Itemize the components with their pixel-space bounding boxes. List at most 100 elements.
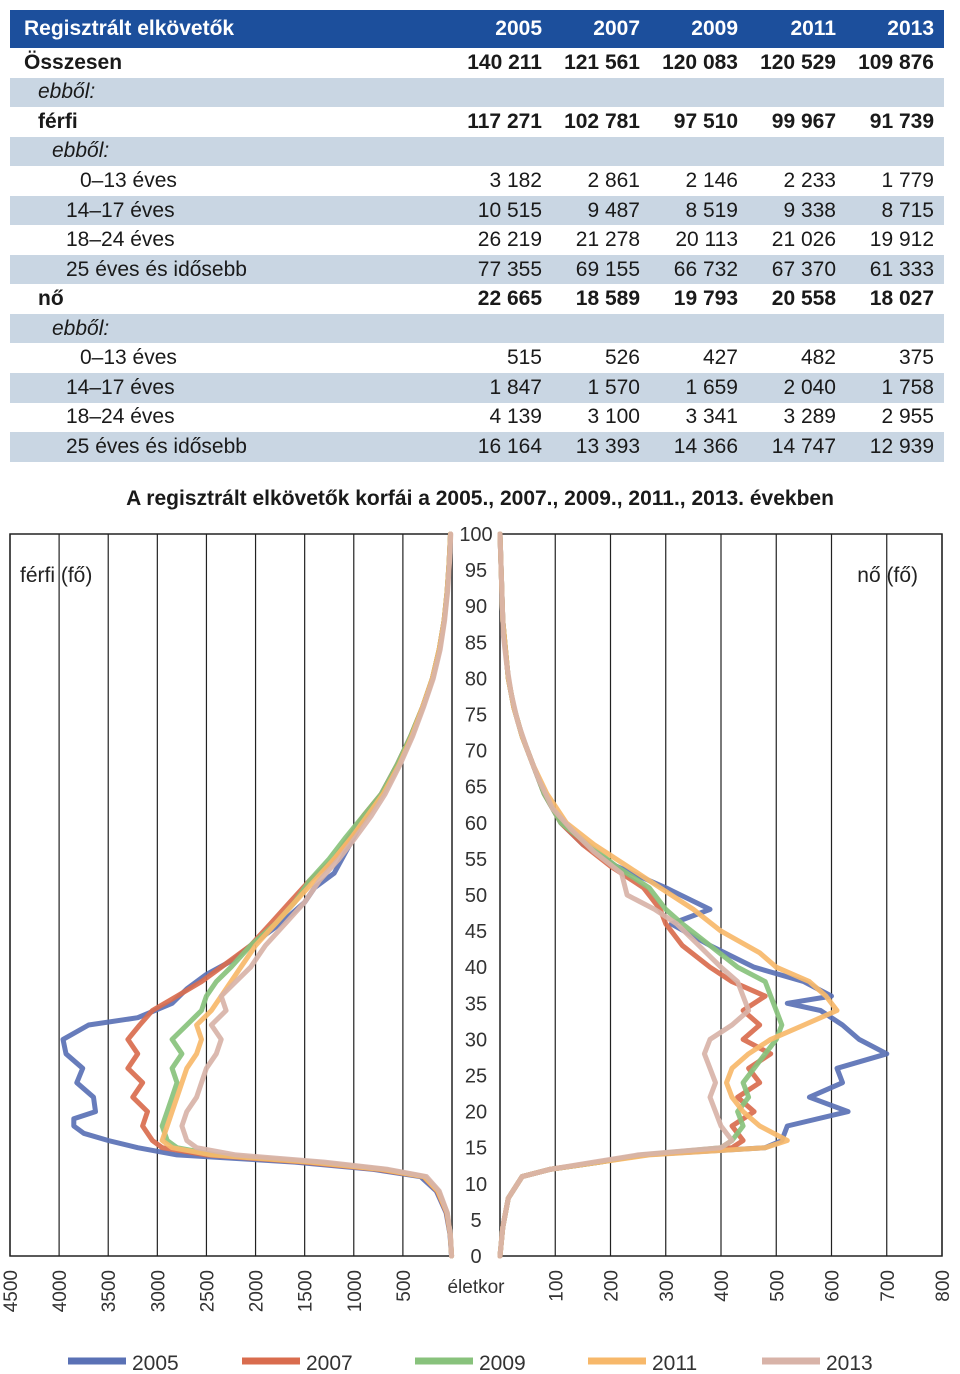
row-value	[650, 313, 748, 344]
row-value	[552, 136, 650, 167]
row-value: 12 939	[846, 432, 944, 462]
female-tick-label: 400	[712, 1270, 733, 1302]
table-row: ebből:	[10, 77, 944, 108]
row-label: Összesen	[10, 48, 454, 78]
age-tick-label: 70	[465, 741, 487, 763]
female-series-line	[497, 531, 840, 1259]
row-value: 1 570	[552, 373, 650, 403]
table-row: 14–17 éves 10 515 9 487 8 519 9 338 8 715	[10, 195, 944, 226]
row-label: 14–17 éves	[10, 195, 454, 226]
male-tick-label: 500	[394, 1270, 415, 1302]
row-value	[846, 313, 944, 344]
legend-label: 2011	[652, 1352, 697, 1374]
legend-label: 2007	[306, 1352, 353, 1374]
male-tick-label: 1000	[345, 1270, 366, 1312]
row-value: 14 366	[650, 432, 748, 462]
female-tick-label: 500	[767, 1270, 788, 1302]
male-tick-label: 2500	[197, 1270, 218, 1312]
male-tick-label: 4500	[1, 1270, 22, 1312]
age-tick-label: 40	[465, 957, 487, 979]
row-value: 4 139	[454, 402, 552, 433]
row-value: 2 861	[552, 166, 650, 196]
row-value: 120 529	[748, 48, 846, 78]
age-tick-label: 75	[465, 705, 487, 727]
row-value: 20 113	[650, 225, 748, 255]
table-row: ebből:	[10, 136, 944, 167]
age-tick-label: 65	[465, 777, 487, 799]
female-series-line	[497, 531, 752, 1259]
row-value: 20 558	[748, 284, 846, 314]
table-header-year: 2005	[454, 10, 552, 48]
row-value: 482	[748, 343, 846, 374]
male-plot-frame	[9, 533, 453, 1257]
table-row: 18–24 éves 4 139 3 100 3 341 3 289 2 955	[10, 402, 944, 433]
row-value: 67 370	[748, 254, 846, 285]
age-tick-label: 15	[465, 1138, 487, 1160]
table-header-year: 2011	[748, 10, 846, 48]
table-header-row: Regisztrált elkövetők 2005 2007 2009 201…	[10, 10, 944, 48]
age-tick-label: 0	[470, 1246, 481, 1268]
row-value: 526	[552, 343, 650, 374]
row-label: nő	[10, 284, 454, 314]
table-row: Összesen 140 211 121 561 120 083 120 529 109 …	[10, 48, 944, 78]
age-tick-label: 50	[465, 885, 487, 907]
table-row: férfi 117 271 102 781 97 510 99 967 91 739	[10, 107, 944, 137]
age-tick-label: 20	[465, 1102, 487, 1124]
female-tick-label: 100	[546, 1270, 567, 1302]
age-tick-label: 85	[465, 632, 487, 654]
row-value: 19 912	[846, 225, 944, 255]
row-value: 375	[846, 343, 944, 374]
row-label: 18–24 éves	[10, 225, 454, 255]
row-value	[454, 136, 552, 167]
table-row: nő 22 665 18 589 19 793 20 558 18 027	[10, 284, 944, 314]
row-value: 515	[454, 343, 552, 374]
row-value: 21 026	[748, 225, 846, 255]
row-label: ebből:	[10, 77, 454, 108]
row-value: 3 341	[650, 402, 748, 433]
row-value: 66 732	[650, 254, 748, 285]
row-value: 97 510	[650, 107, 748, 137]
female-tick-label: 800	[933, 1270, 954, 1302]
age-tick-label: 30	[465, 1029, 487, 1051]
row-value: 2 146	[650, 166, 748, 196]
male-series-line	[60, 531, 454, 1259]
male-series-line	[179, 531, 455, 1259]
table-row: 25 éves és idősebb 16 164 13 393 14 366 14 7…	[10, 432, 944, 462]
row-value: 18 027	[846, 284, 944, 314]
row-value	[650, 136, 748, 167]
row-value: 16 164	[454, 432, 552, 462]
age-tick-label: 60	[465, 813, 487, 835]
chart-title: A regisztrált elkövetők korfái a 2005., …	[126, 487, 834, 510]
age-axis-label: életkor	[447, 1277, 505, 1298]
row-label: 0–13 éves	[10, 166, 454, 196]
row-value: 14 747	[748, 432, 846, 462]
row-value: 1 758	[846, 373, 944, 403]
row-value: 18 589	[552, 284, 650, 314]
row-value: 99 967	[748, 107, 846, 137]
age-tick-label: 5	[470, 1210, 481, 1232]
legend-label: 2013	[826, 1352, 873, 1374]
age-tick-label: 25	[465, 1066, 487, 1088]
row-value: 102 781	[552, 107, 650, 137]
legend-label: 2005	[132, 1352, 179, 1374]
row-value: 21 278	[552, 225, 650, 255]
table-row: 25 éves és idősebb 77 355 69 155 66 732 67 3…	[10, 254, 944, 285]
row-value	[454, 77, 552, 108]
table-row: 14–17 éves 1 847 1 570 1 659 2 040 1 758	[10, 373, 944, 403]
female-axis-label: nő (fő)	[857, 564, 918, 587]
male-tick-label: 1500	[296, 1270, 317, 1312]
row-value: 22 665	[454, 284, 552, 314]
row-value	[650, 77, 748, 108]
row-value: 120 083	[650, 48, 748, 78]
age-tick-label: 55	[465, 849, 487, 871]
table-header-label: Regisztrált elkövetők	[10, 10, 454, 48]
age-tick-label: 95	[465, 560, 487, 582]
row-value: 13 393	[552, 432, 650, 462]
row-value	[454, 313, 552, 344]
row-value: 1 847	[454, 373, 552, 403]
row-label: férfi	[10, 107, 454, 137]
female-tick-label: 600	[823, 1270, 844, 1302]
age-tick-label: 45	[465, 921, 487, 943]
row-label: ebből:	[10, 136, 454, 167]
row-value: 8 519	[650, 195, 748, 226]
